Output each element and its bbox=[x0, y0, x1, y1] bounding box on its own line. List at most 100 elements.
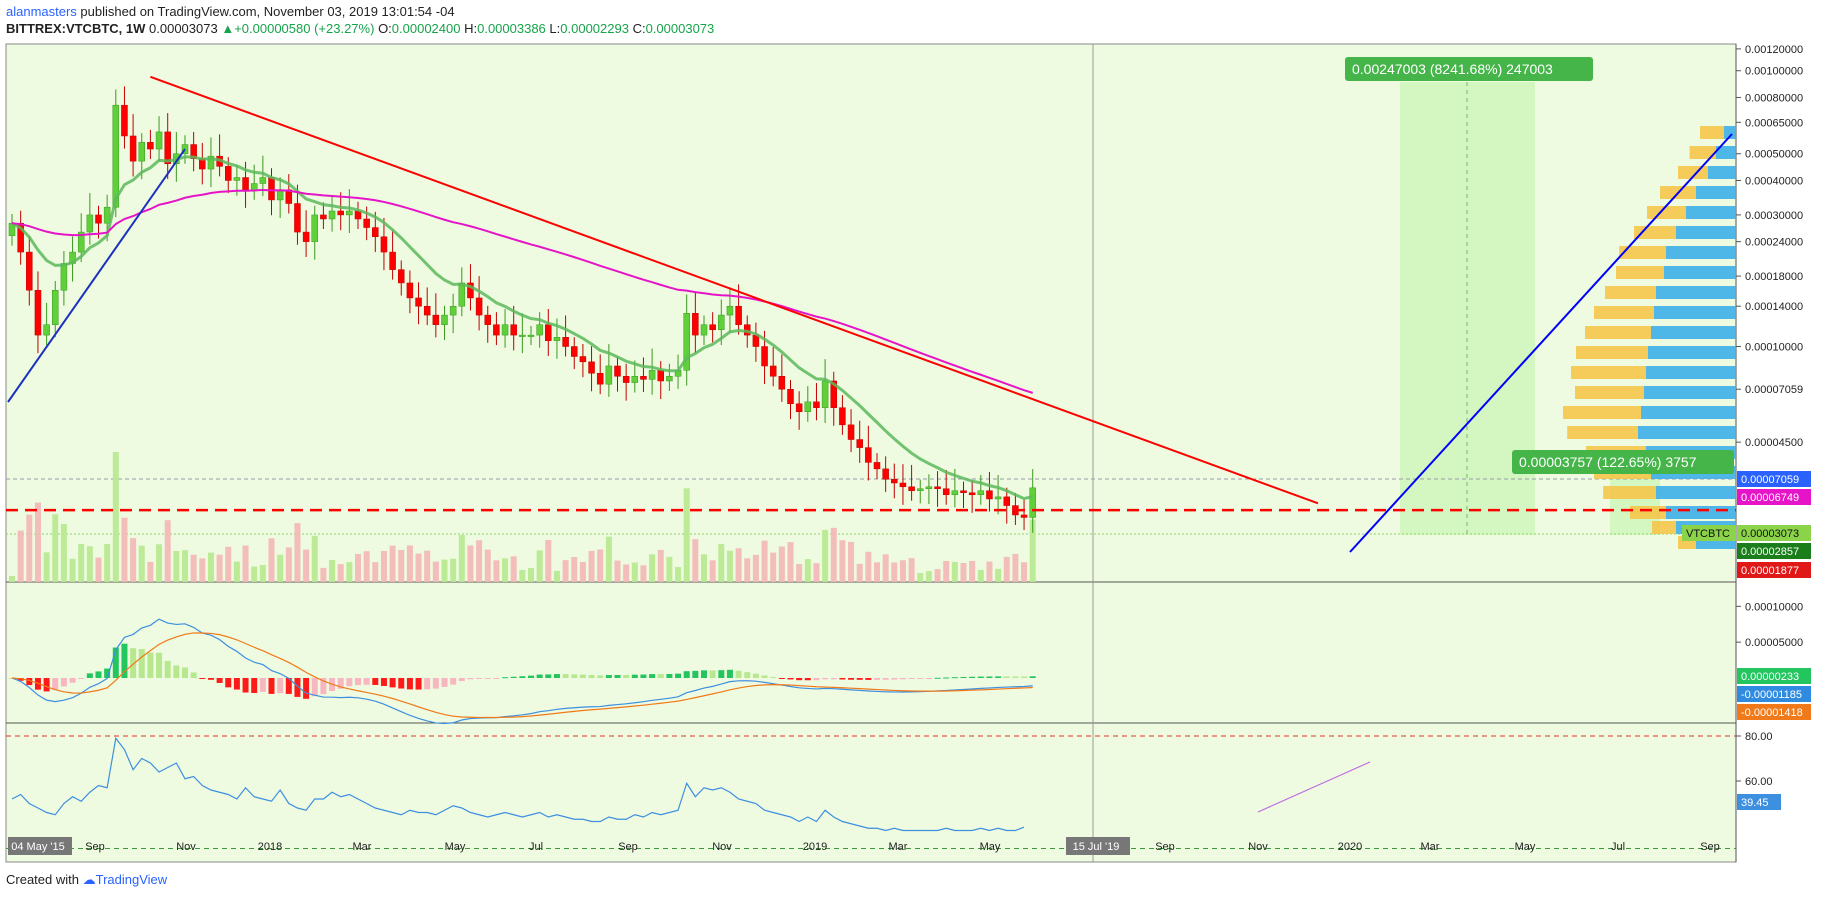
candle[interactable] bbox=[467, 282, 474, 299]
candle[interactable] bbox=[147, 142, 154, 150]
candle[interactable] bbox=[311, 214, 318, 242]
candle[interactable] bbox=[389, 251, 396, 270]
candle[interactable] bbox=[475, 297, 483, 316]
candle[interactable] bbox=[320, 214, 327, 220]
candle[interactable] bbox=[648, 370, 656, 380]
candle[interactable] bbox=[778, 376, 786, 390]
candle[interactable] bbox=[813, 401, 820, 408]
candle[interactable] bbox=[138, 142, 145, 162]
candle[interactable] bbox=[294, 203, 301, 233]
candle[interactable] bbox=[259, 177, 267, 184]
candle[interactable] bbox=[804, 401, 812, 413]
candle[interactable] bbox=[596, 372, 604, 385]
candle[interactable] bbox=[77, 231, 85, 253]
candle[interactable] bbox=[302, 231, 310, 242]
candle[interactable] bbox=[34, 289, 42, 336]
candle[interactable] bbox=[501, 324, 509, 336]
candle[interactable] bbox=[795, 403, 803, 413]
candle[interactable] bbox=[994, 496, 1002, 500]
candle[interactable] bbox=[666, 376, 673, 382]
candle[interactable] bbox=[968, 492, 976, 496]
candle[interactable] bbox=[908, 486, 915, 491]
candle[interactable] bbox=[917, 488, 924, 491]
candle[interactable] bbox=[588, 361, 595, 374]
candle[interactable] bbox=[830, 380, 837, 408]
candle[interactable] bbox=[60, 263, 68, 291]
candle[interactable] bbox=[155, 131, 163, 150]
candle[interactable] bbox=[1029, 487, 1036, 518]
candle[interactable] bbox=[709, 324, 716, 331]
candle[interactable] bbox=[942, 488, 950, 496]
candle[interactable] bbox=[112, 104, 120, 208]
candle[interactable] bbox=[242, 177, 249, 191]
candle[interactable] bbox=[545, 324, 552, 341]
candle[interactable] bbox=[865, 447, 872, 463]
candle[interactable] bbox=[458, 282, 466, 307]
candle[interactable] bbox=[510, 324, 517, 336]
candle[interactable] bbox=[631, 376, 639, 383]
candle[interactable] bbox=[363, 218, 370, 228]
candle[interactable] bbox=[605, 365, 613, 385]
candle[interactable] bbox=[934, 486, 941, 489]
candle[interactable] bbox=[735, 305, 742, 325]
candle[interactable] bbox=[337, 210, 344, 216]
candle[interactable] bbox=[692, 313, 699, 336]
candle[interactable] bbox=[700, 324, 708, 336]
candle[interactable] bbox=[571, 346, 578, 357]
candle[interactable] bbox=[207, 155, 215, 170]
candle[interactable] bbox=[951, 490, 959, 496]
candle[interactable] bbox=[527, 334, 535, 337]
candle[interactable] bbox=[891, 479, 898, 484]
candle[interactable] bbox=[129, 135, 137, 162]
candle[interactable] bbox=[250, 183, 258, 191]
candle[interactable] bbox=[372, 227, 379, 238]
candle[interactable] bbox=[484, 314, 491, 325]
candle[interactable] bbox=[614, 365, 621, 377]
candle[interactable] bbox=[441, 314, 448, 325]
candle[interactable] bbox=[769, 365, 777, 377]
candle[interactable] bbox=[43, 324, 50, 336]
candle[interactable] bbox=[406, 282, 414, 299]
candle[interactable] bbox=[415, 297, 422, 307]
candle[interactable] bbox=[925, 486, 933, 489]
candle[interactable] bbox=[683, 313, 690, 371]
candle[interactable] bbox=[233, 177, 241, 181]
candle[interactable] bbox=[268, 177, 275, 201]
candle[interactable] bbox=[821, 380, 829, 408]
candle[interactable] bbox=[95, 214, 102, 224]
candle[interactable] bbox=[164, 131, 171, 164]
candle[interactable] bbox=[562, 337, 569, 347]
candle[interactable] bbox=[1020, 514, 1028, 518]
candle[interactable] bbox=[346, 210, 353, 216]
candle[interactable] bbox=[26, 251, 33, 291]
candle[interactable] bbox=[718, 314, 725, 331]
candle[interactable] bbox=[553, 337, 561, 341]
candle[interactable] bbox=[190, 144, 197, 159]
candle[interactable] bbox=[579, 356, 587, 363]
candle[interactable] bbox=[1003, 496, 1010, 506]
candle[interactable] bbox=[657, 370, 664, 382]
candle[interactable] bbox=[847, 424, 855, 440]
candle[interactable] bbox=[519, 334, 526, 337]
candle[interactable] bbox=[622, 376, 630, 383]
candle[interactable] bbox=[839, 407, 846, 426]
candle[interactable] bbox=[380, 236, 388, 253]
candle[interactable] bbox=[986, 490, 993, 500]
candle[interactable] bbox=[899, 482, 907, 488]
candle[interactable] bbox=[726, 305, 734, 316]
candle[interactable] bbox=[977, 490, 985, 496]
candle[interactable] bbox=[398, 269, 405, 284]
candle[interactable] bbox=[103, 206, 111, 224]
candle[interactable] bbox=[960, 490, 967, 493]
candle[interactable] bbox=[493, 324, 500, 336]
candle[interactable] bbox=[761, 346, 768, 367]
candle[interactable] bbox=[328, 210, 336, 220]
candle[interactable] bbox=[86, 214, 94, 233]
candle[interactable] bbox=[121, 104, 128, 137]
candle[interactable] bbox=[536, 324, 543, 336]
candle[interactable] bbox=[432, 314, 440, 325]
candle[interactable] bbox=[17, 222, 24, 253]
candle[interactable] bbox=[882, 468, 889, 480]
candle[interactable] bbox=[787, 388, 794, 405]
